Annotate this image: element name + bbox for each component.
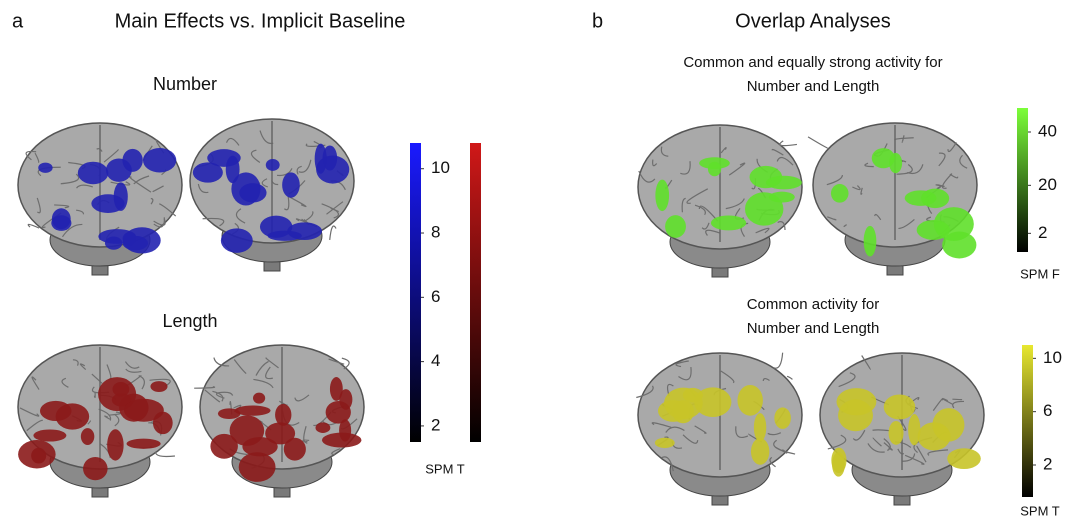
map-label: Length (162, 311, 217, 331)
activation (221, 228, 253, 252)
map-label: Common and equally strong activity for (683, 54, 942, 71)
activation (235, 405, 271, 415)
brain (18, 123, 182, 275)
brain (820, 353, 984, 505)
activation (694, 387, 731, 417)
activation (107, 429, 123, 460)
activation (150, 381, 167, 392)
colorbar (1022, 345, 1033, 497)
activation (339, 389, 352, 410)
colorbar (410, 143, 421, 442)
activation (932, 408, 964, 442)
map-label: Common activity for (747, 296, 880, 313)
activation (81, 428, 94, 445)
brain (638, 125, 802, 277)
activation (33, 429, 66, 441)
colorbar (470, 143, 481, 442)
activation (124, 399, 164, 422)
activation (774, 407, 791, 429)
activation (282, 172, 300, 197)
activation (766, 176, 802, 190)
activation (38, 163, 52, 173)
activation (193, 162, 223, 182)
brain (18, 345, 182, 497)
activation (655, 438, 675, 448)
activation (917, 220, 950, 240)
activation (113, 382, 130, 396)
activation (105, 237, 122, 250)
activation (708, 162, 721, 176)
brain (636, 353, 802, 505)
tick-label: 10 (431, 158, 450, 177)
activation (889, 421, 904, 445)
brain (194, 345, 364, 497)
activation (83, 457, 108, 480)
activation (884, 394, 916, 419)
colorbar-label: SPM F (1020, 266, 1060, 281)
activation (754, 413, 766, 441)
map-label: Number and Length (747, 78, 880, 95)
panel-title: Overlap Analyses (735, 10, 891, 32)
activation (287, 222, 322, 240)
activation (322, 433, 361, 448)
colorbar-label: SPM T (1020, 503, 1060, 518)
activation (831, 184, 849, 203)
activation (266, 159, 280, 171)
figure: a Main Effects vs. Implicit Baseline Numbe… (0, 0, 1071, 521)
tick-label: 4 (431, 351, 440, 370)
tick-label: 2 (1038, 223, 1047, 242)
panel-title: Main Effects vs. Implicit Baseline (115, 10, 406, 32)
activation (239, 452, 276, 482)
activation (831, 448, 846, 473)
activation (239, 183, 266, 202)
activation (672, 400, 694, 423)
activation (711, 215, 746, 230)
colorbar (1017, 108, 1028, 252)
tick-label: 6 (1043, 401, 1052, 420)
activation (253, 393, 265, 404)
activation (838, 399, 873, 431)
activation (78, 162, 109, 185)
activation (921, 189, 949, 208)
activation (18, 440, 56, 468)
activation (769, 192, 795, 203)
tick-label: 6 (431, 287, 440, 306)
tick-label: 20 (1038, 175, 1057, 194)
colorbar-label: SPM T (425, 461, 465, 476)
panel-letter: b (592, 10, 603, 32)
tick-label: 8 (431, 223, 440, 242)
brain (808, 123, 977, 275)
tick-label: 10 (1043, 348, 1062, 367)
activation (872, 148, 895, 168)
activation (210, 434, 238, 459)
activation (737, 385, 762, 416)
tick-label: 2 (1043, 454, 1052, 473)
activation (751, 438, 769, 465)
tick-label: 2 (431, 415, 440, 434)
activation (947, 448, 981, 469)
activation (655, 180, 669, 212)
map-label: Number (153, 74, 217, 94)
map-label: Number and Length (747, 320, 880, 337)
brain (190, 119, 354, 271)
panel-letter: a (12, 10, 24, 32)
activation (40, 401, 72, 421)
activation (114, 182, 128, 211)
activation (143, 148, 176, 172)
activation (123, 232, 136, 245)
activation (315, 422, 330, 433)
tick-label: 40 (1038, 121, 1057, 140)
activation (265, 422, 295, 444)
activation (908, 414, 920, 445)
activation (864, 226, 877, 257)
activation (122, 149, 142, 172)
activation (316, 155, 349, 183)
activation (52, 208, 71, 229)
activation (665, 215, 686, 238)
activation (127, 439, 161, 449)
